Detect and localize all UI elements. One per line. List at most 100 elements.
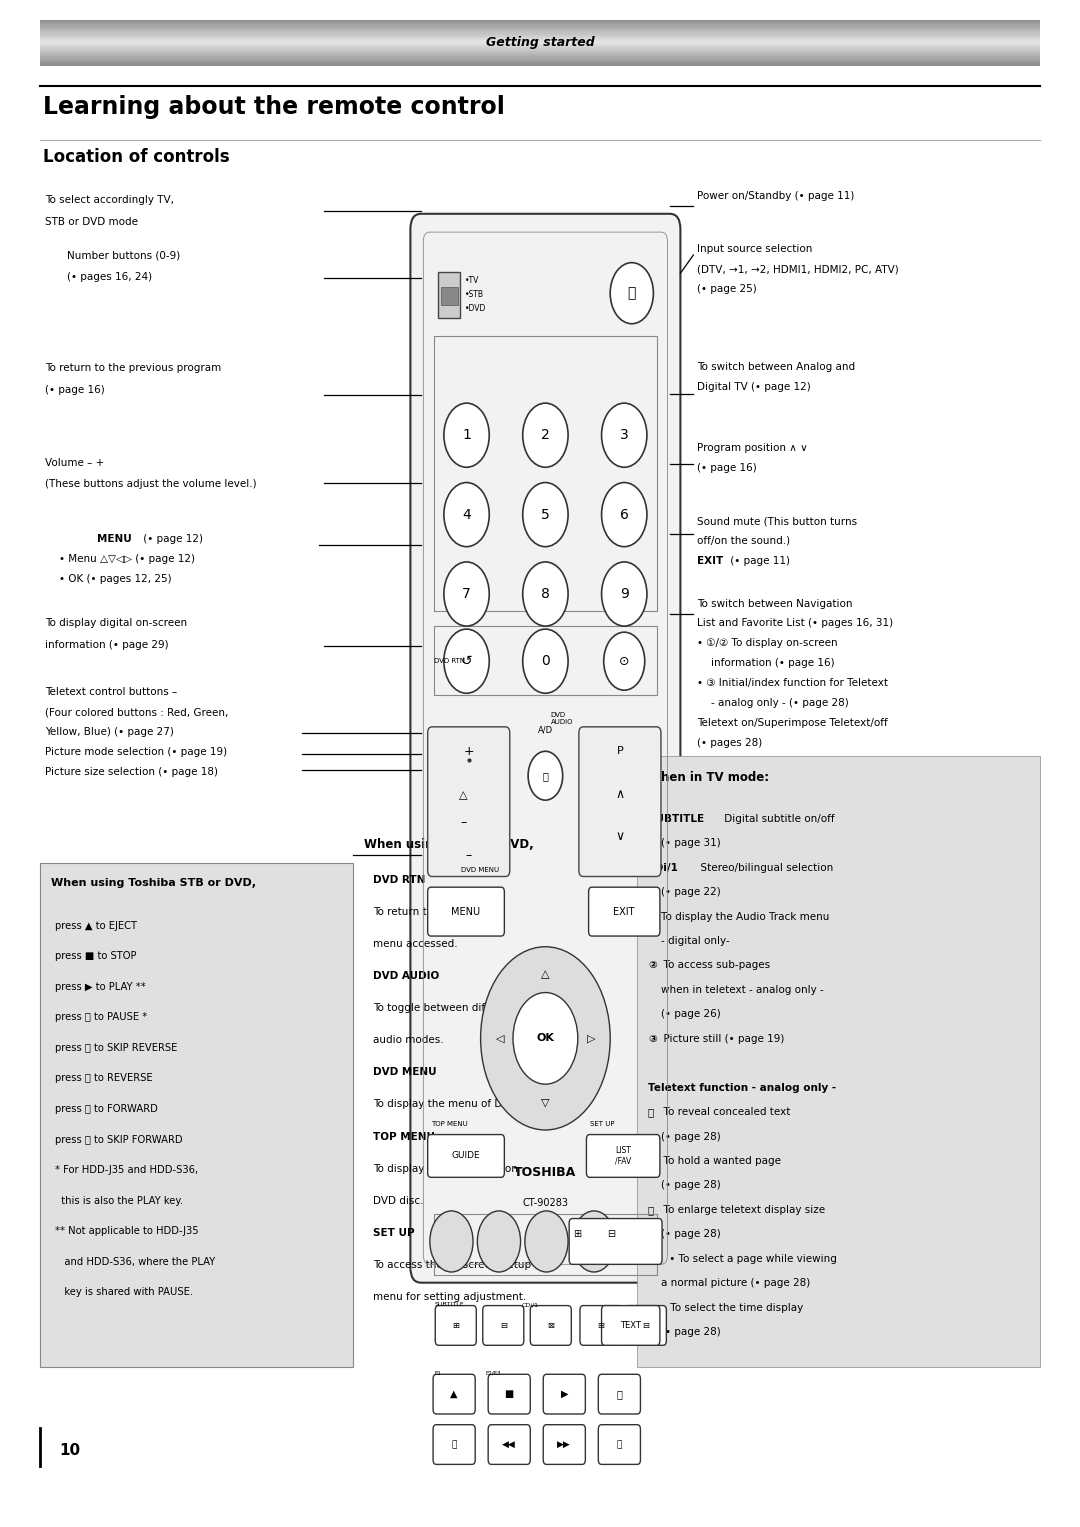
Text: DVD MENU: DVD MENU (461, 867, 499, 873)
Bar (434, 336, 657, 611)
Text: ⊟: ⊟ (500, 1321, 507, 1330)
Text: ⊠: ⊠ (548, 1321, 554, 1330)
FancyBboxPatch shape (598, 1374, 640, 1414)
Text: ** Not applicable to HDD-J35: ** Not applicable to HDD-J35 (55, 1226, 199, 1237)
Circle shape (523, 562, 568, 626)
FancyBboxPatch shape (543, 1374, 585, 1414)
Text: Getting started: Getting started (486, 37, 594, 49)
Text: LIST
/FAV: LIST /FAV (615, 1147, 632, 1165)
Text: ◁: ◁ (496, 1034, 504, 1043)
Text: (• page 16): (• page 16) (45, 385, 105, 395)
Text: CDi/1: CDi/1 (648, 863, 679, 873)
Text: (• page 25): (• page 25) (697, 284, 756, 295)
Text: ▷: ▷ (586, 1034, 595, 1043)
Text: •STB: •STB (464, 290, 484, 299)
Text: Digital TV (• page 12): Digital TV (• page 12) (697, 382, 810, 392)
Bar (434, 626, 657, 695)
Text: • Menu △▽◁▷ (• page 12): • Menu △▽◁▷ (• page 12) (59, 554, 195, 565)
Text: ⊞: ⊞ (453, 1321, 459, 1330)
Circle shape (604, 632, 645, 690)
Text: List and Favorite List (• pages 16, 31): List and Favorite List (• pages 16, 31) (697, 618, 893, 629)
Text: TOP MENU: TOP MENU (373, 1132, 434, 1142)
Text: When in TV mode:: When in TV mode: (648, 771, 769, 785)
Circle shape (602, 483, 647, 547)
Text: •TV: •TV (464, 276, 478, 286)
Text: - digital only-: - digital only- (648, 936, 730, 947)
Text: Program position ∧ ∨: Program position ∧ ∨ (697, 443, 808, 454)
Text: 3: 3 (620, 428, 629, 443)
Text: To switch between Navigation: To switch between Navigation (697, 599, 852, 609)
Text: • To select a page while viewing: • To select a page while viewing (666, 1254, 837, 1264)
FancyBboxPatch shape (586, 1135, 660, 1177)
Text: ③: ③ (648, 1034, 657, 1044)
FancyBboxPatch shape (488, 1425, 530, 1464)
Text: To display the title menu on: To display the title menu on (373, 1164, 517, 1174)
Bar (637, 756, 1040, 1367)
Text: SET UP: SET UP (590, 1121, 615, 1127)
FancyBboxPatch shape (602, 1306, 660, 1345)
Text: Power on/Standby (• page 11): Power on/Standby (• page 11) (697, 191, 854, 202)
Bar (434, 1214, 657, 1275)
FancyBboxPatch shape (625, 1306, 666, 1345)
Text: ⓗⓘ: ⓗⓘ (648, 1254, 661, 1264)
Text: A/D: A/D (538, 725, 553, 734)
Text: MENU: MENU (451, 907, 481, 916)
Text: ⊟: ⊟ (643, 1321, 649, 1330)
Circle shape (481, 947, 610, 1130)
Text: 7: 7 (462, 586, 471, 602)
Circle shape (602, 403, 647, 467)
Text: (• page 22): (• page 22) (648, 887, 720, 898)
Text: Picture size selection (• page 18): Picture size selection (• page 18) (45, 767, 218, 777)
Text: Volume – +: Volume – + (45, 458, 105, 469)
Text: To access the on-screen Setup: To access the on-screen Setup (373, 1260, 530, 1270)
Text: △: △ (459, 789, 468, 800)
FancyBboxPatch shape (433, 1425, 475, 1464)
Text: audio modes.: audio modes. (373, 1035, 443, 1046)
Text: EXIT: EXIT (613, 907, 635, 916)
Text: ②: ② (648, 960, 657, 971)
Text: • To select the time display: • To select the time display (648, 1303, 804, 1313)
Text: –: – (460, 815, 467, 829)
Circle shape (602, 562, 647, 626)
Text: STB or DVD mode: STB or DVD mode (45, 217, 138, 228)
Text: Location of controls: Location of controls (43, 148, 230, 166)
FancyBboxPatch shape (410, 214, 680, 1283)
FancyBboxPatch shape (530, 1306, 571, 1345)
Text: * For HDD-J35 and HDD-S36,: * For HDD-J35 and HDD-S36, (55, 1165, 199, 1176)
Text: To display the menu of DVD disc.: To display the menu of DVD disc. (373, 1099, 544, 1110)
Text: To select accordingly TV,: To select accordingly TV, (45, 195, 174, 206)
Text: press ▶ to PLAY **: press ▶ to PLAY ** (55, 982, 146, 993)
Text: To reveal concealed text: To reveal concealed text (657, 1107, 791, 1118)
Text: Yellow, Blue) (• page 27): Yellow, Blue) (• page 27) (45, 727, 174, 738)
Bar (40, 863, 353, 1367)
Text: ■: ■ (504, 1390, 514, 1399)
Text: ↺: ↺ (461, 654, 472, 669)
Text: P: P (617, 747, 623, 756)
Text: (• page 26): (• page 26) (648, 1009, 720, 1020)
Text: key is shared with PAUSE.: key is shared with PAUSE. (55, 1287, 193, 1298)
Text: ⊞: ⊞ (597, 1321, 604, 1330)
Text: Teletext control buttons –: Teletext control buttons – (45, 687, 177, 698)
FancyBboxPatch shape (580, 1306, 621, 1345)
Text: (• page 16): (• page 16) (697, 463, 756, 473)
Text: ㎗: ㎗ (542, 771, 549, 780)
Text: TOSHIBA: TOSHIBA (514, 1167, 577, 1179)
Text: 6: 6 (620, 507, 629, 522)
Text: (• page 28): (• page 28) (648, 1180, 720, 1191)
Text: Picture still (• page 19): Picture still (• page 19) (657, 1034, 784, 1044)
Text: MENU: MENU (97, 534, 132, 545)
Text: DVD MENU: DVD MENU (373, 1067, 436, 1078)
Text: DVD RTN: DVD RTN (434, 658, 465, 664)
Text: 5: 5 (541, 507, 550, 522)
Text: ◀◀: ◀◀ (502, 1440, 516, 1449)
Text: To hold a wanted page: To hold a wanted page (657, 1156, 781, 1167)
Text: press ⏮ to SKIP REVERSE: press ⏮ to SKIP REVERSE (55, 1043, 177, 1054)
Circle shape (513, 993, 578, 1084)
FancyBboxPatch shape (569, 1219, 662, 1264)
Circle shape (444, 562, 489, 626)
FancyBboxPatch shape (488, 1374, 530, 1414)
Text: ∧: ∧ (616, 788, 624, 802)
Text: TEXT: TEXT (620, 1321, 642, 1330)
Text: SUBTITLE: SUBTITLE (648, 814, 704, 825)
Text: (• pages 16, 24): (• pages 16, 24) (67, 272, 152, 282)
